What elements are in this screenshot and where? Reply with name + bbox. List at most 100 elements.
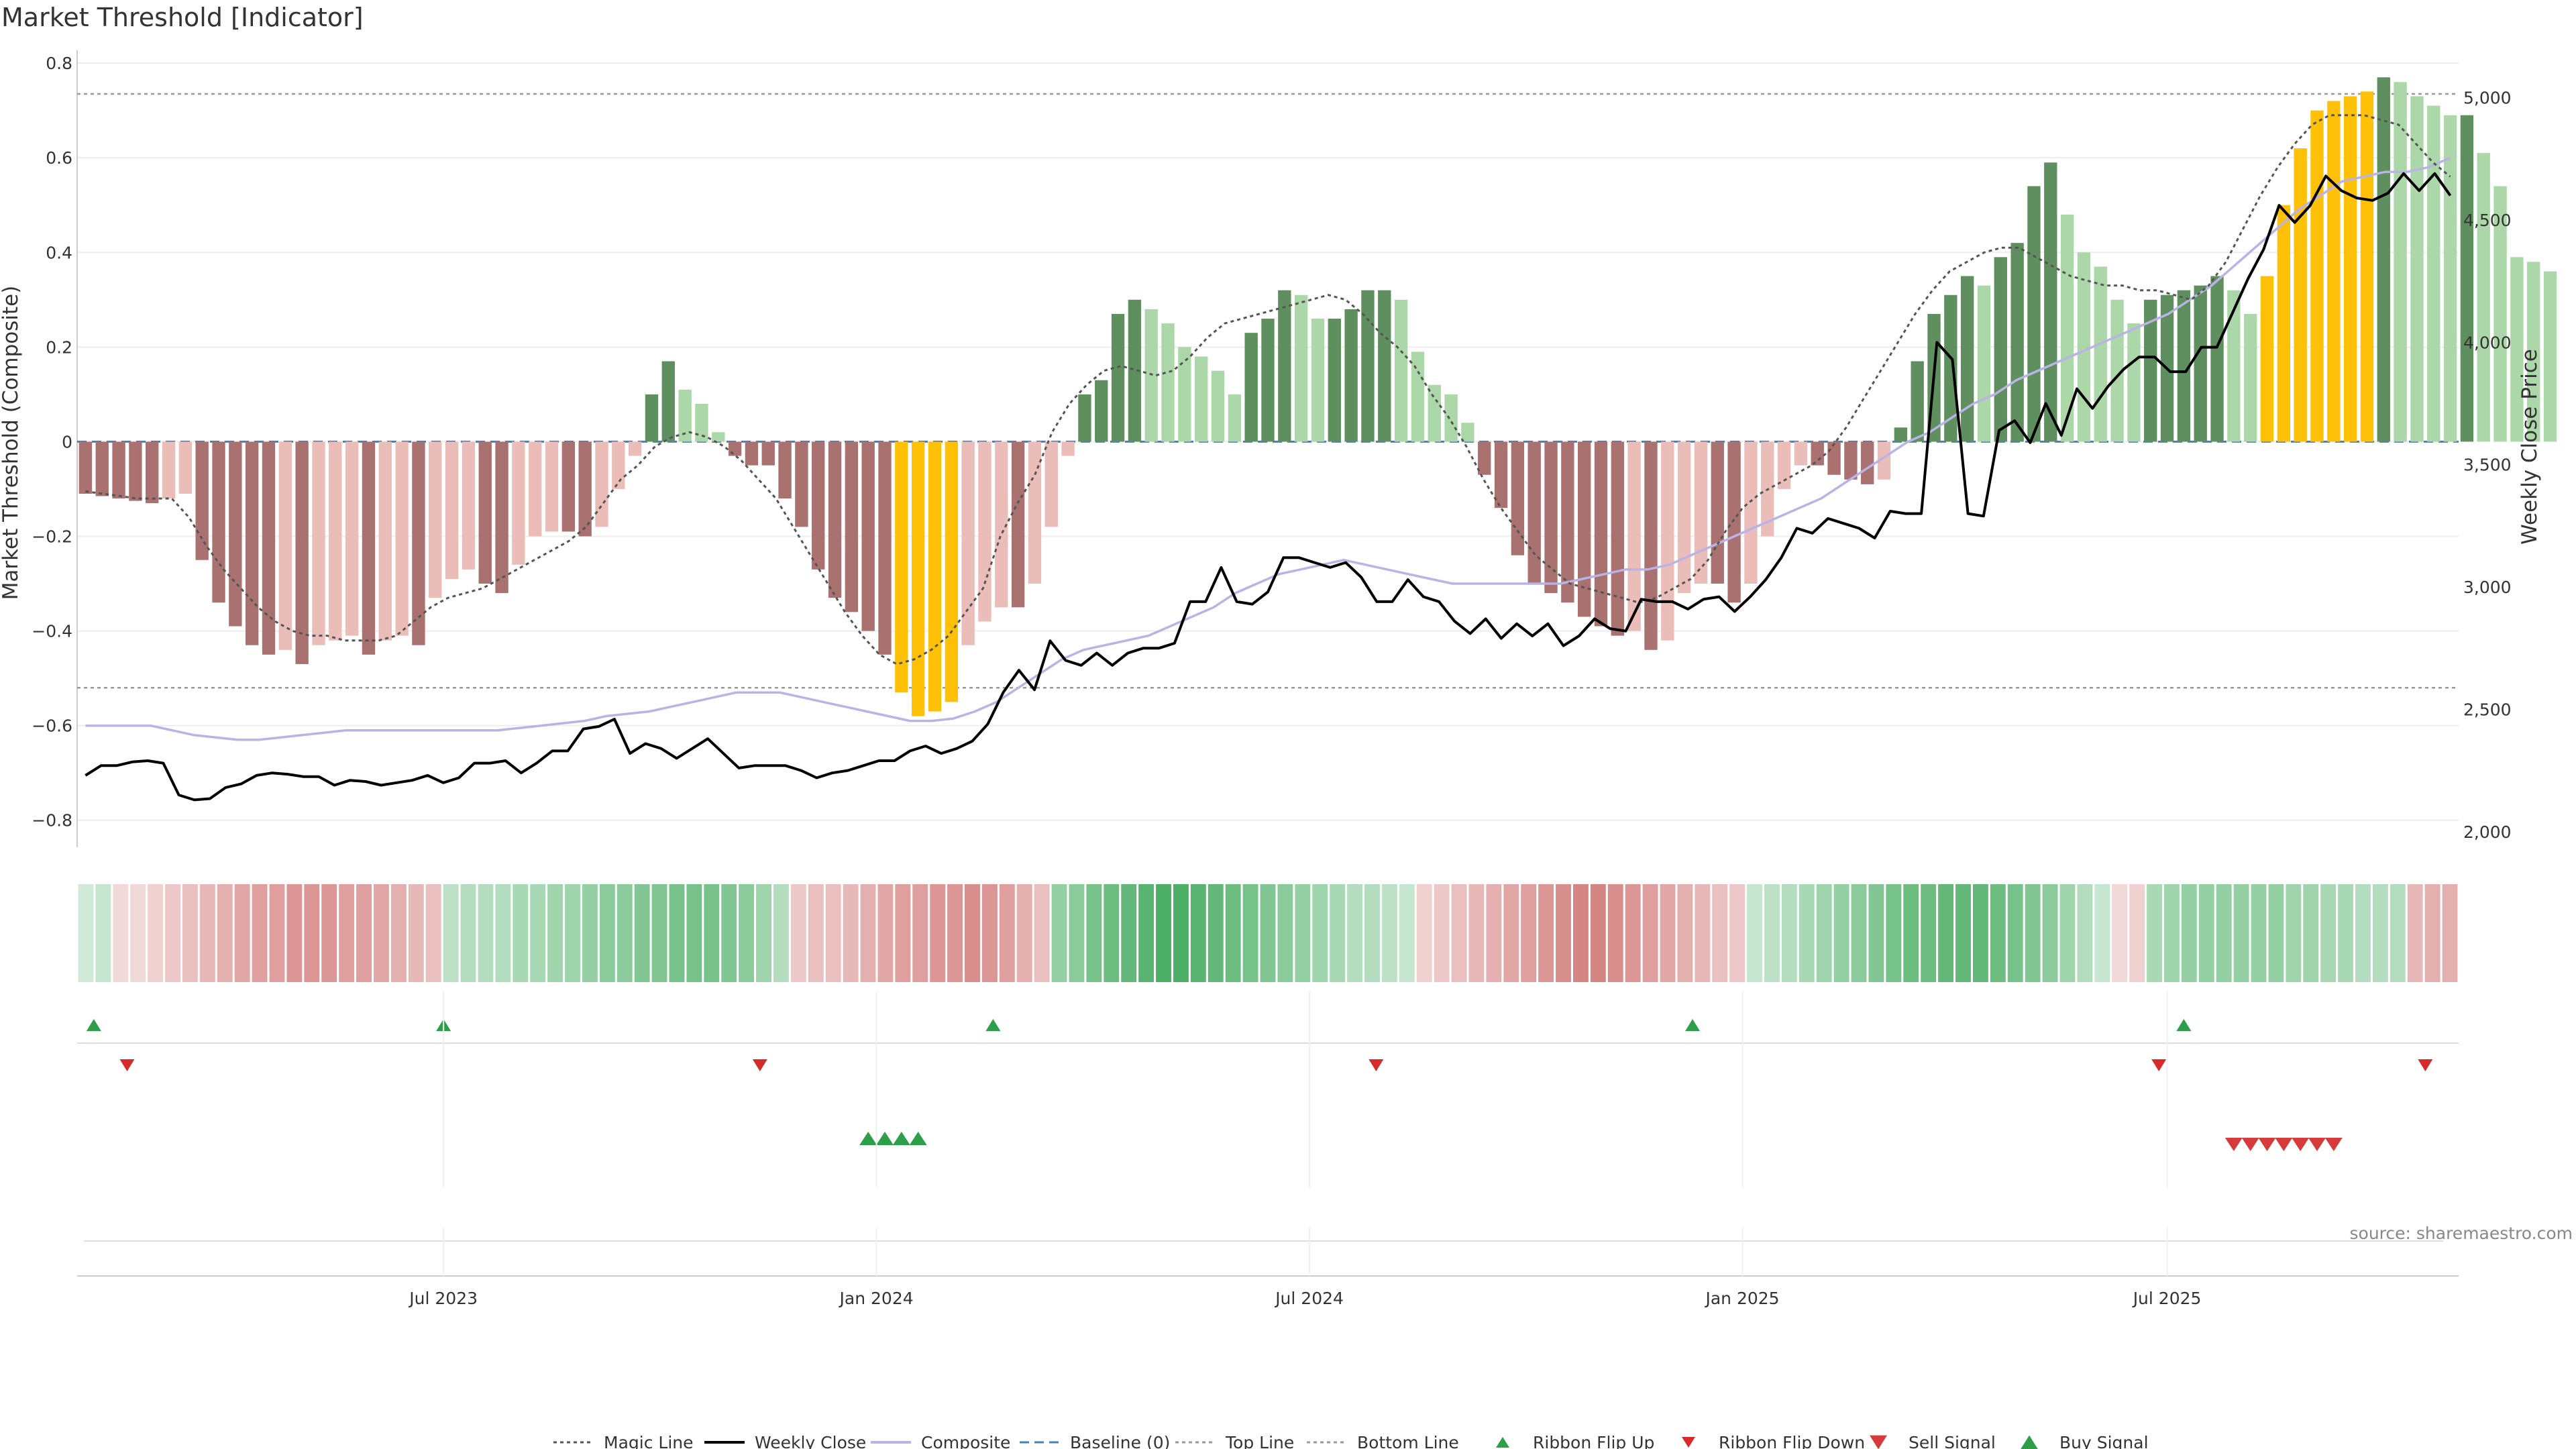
left-tick-label: 0 [62, 432, 72, 451]
composite-bar [1844, 441, 1858, 480]
ribbon-flip-up-marker [86, 1019, 101, 1031]
legend-label: Top Line [1225, 1433, 1294, 1449]
composite-bar [1827, 441, 1841, 475]
ribbon-cell [2320, 884, 2337, 982]
composite-bar [1877, 441, 1891, 480]
signal-markers [84, 1132, 2443, 1242]
composite-bar [828, 441, 842, 598]
ribbon-cell [565, 884, 580, 982]
sell-signal-marker [2275, 1138, 2293, 1151]
ribbon-cell [478, 884, 494, 982]
legend-item: Bottom Line [1307, 1433, 1459, 1449]
ribbon-cell [2129, 884, 2145, 982]
ribbon-cell [1990, 884, 2006, 982]
composite-bar [2477, 153, 2490, 442]
ribbon-cell [634, 884, 650, 982]
composite-bar [1811, 441, 1824, 466]
ribbon-cell [2059, 884, 2076, 982]
composite-bar [928, 441, 942, 712]
legend-swatch [2021, 1435, 2038, 1449]
composite-bar [1694, 441, 1708, 584]
ribbon-cell [981, 884, 998, 982]
composite-bar [2010, 243, 2024, 442]
composite-bar [1178, 347, 1191, 442]
legend-item: Baseline (0) [1020, 1433, 1170, 1449]
ribbon-flip-down-marker [2418, 1059, 2433, 1071]
composite-bar [2343, 96, 2357, 442]
composite-bar [1960, 276, 1974, 442]
ribbon-cell [1660, 884, 1676, 982]
composite-bar [1361, 290, 1375, 442]
composite-bar [2493, 186, 2507, 442]
ribbon-cell [999, 884, 1015, 982]
x-axis: Jul 2023 Jan 2024 Jul 2024 Jan 2025 Jul 2025 [77, 991, 2459, 1308]
ribbon-cell [756, 884, 771, 982]
ribbon-cell [1347, 884, 1363, 982]
composite-bar [495, 441, 508, 594]
x-tick-label: Jul 2025 [2132, 1289, 2202, 1308]
ribbon-cell [234, 884, 250, 982]
ribbon-cell [1747, 884, 1763, 982]
composite-bar [312, 441, 325, 645]
ribbon-cell [721, 884, 737, 982]
ribbon-cell [1538, 884, 1554, 982]
composite-bar [1577, 441, 1591, 617]
composite-bar [578, 441, 592, 537]
ribbon-flip-markers [77, 1019, 2459, 1071]
ribbon-cell [1486, 884, 1502, 982]
ribbon-cell [669, 884, 685, 982]
composite-bar [445, 441, 459, 579]
ribbon-strip [78, 884, 2458, 982]
composite-bar [412, 441, 425, 645]
ribbon-cell [2233, 884, 2249, 982]
composite-bar [1644, 441, 1658, 650]
composite-bar [1478, 441, 1491, 475]
composite-bar [1344, 309, 1358, 442]
ribbon-cell [2112, 884, 2128, 982]
buy-signal-marker [859, 1132, 877, 1145]
ribbon-cell [252, 884, 268, 982]
composite-bar [761, 441, 775, 466]
ribbon-cell [2094, 884, 2110, 982]
ribbon-cell [2390, 884, 2406, 982]
composite-bar [1211, 370, 1225, 442]
composite-bar [712, 432, 725, 442]
ribbon-flip-up-marker [985, 1019, 1001, 1031]
composite-bar [2127, 323, 2141, 442]
composite-bar [545, 441, 559, 532]
sell-signal-marker [2308, 1138, 2326, 1151]
weekly-close-line [85, 172, 2452, 802]
ribbon-cell [739, 884, 755, 982]
x-tick-label: Jan 2025 [1704, 1289, 1779, 1308]
ribbon-cell [1330, 884, 1346, 982]
right-tick-label: 3,000 [2463, 578, 2512, 597]
ribbon-cell [1434, 884, 1450, 982]
composite-bar [245, 441, 259, 645]
ribbon-cell [1764, 884, 1780, 982]
ribbon-cell [547, 884, 564, 982]
ribbon-cell [530, 884, 546, 982]
legend-item: Composite [871, 1433, 1010, 1449]
composite-bar [1278, 290, 1291, 442]
composite-bar [229, 441, 242, 627]
composite-bar [2177, 290, 2191, 442]
ribbon-cell [1277, 884, 1293, 982]
composite-bar [1777, 441, 1791, 489]
grid [76, 50, 2459, 847]
composite-bar [2527, 262, 2540, 442]
ribbon-cell [269, 884, 285, 982]
ribbon-cell [1104, 884, 1120, 982]
ribbon-cell [1208, 884, 1224, 982]
ribbon-cell [1086, 884, 1102, 982]
ribbon-cell [1521, 884, 1537, 982]
ribbon-cell [790, 884, 806, 982]
composite-bar [2044, 162, 2057, 442]
ribbon-cell [95, 884, 111, 982]
composite-bar [462, 441, 476, 570]
composite-bar [2460, 115, 2474, 442]
ribbon-cell [304, 884, 320, 982]
composite-bar [1944, 294, 1957, 442]
composite-bar [1544, 441, 1558, 594]
composite-bar [778, 441, 792, 499]
ribbon-cell [1016, 884, 1032, 982]
